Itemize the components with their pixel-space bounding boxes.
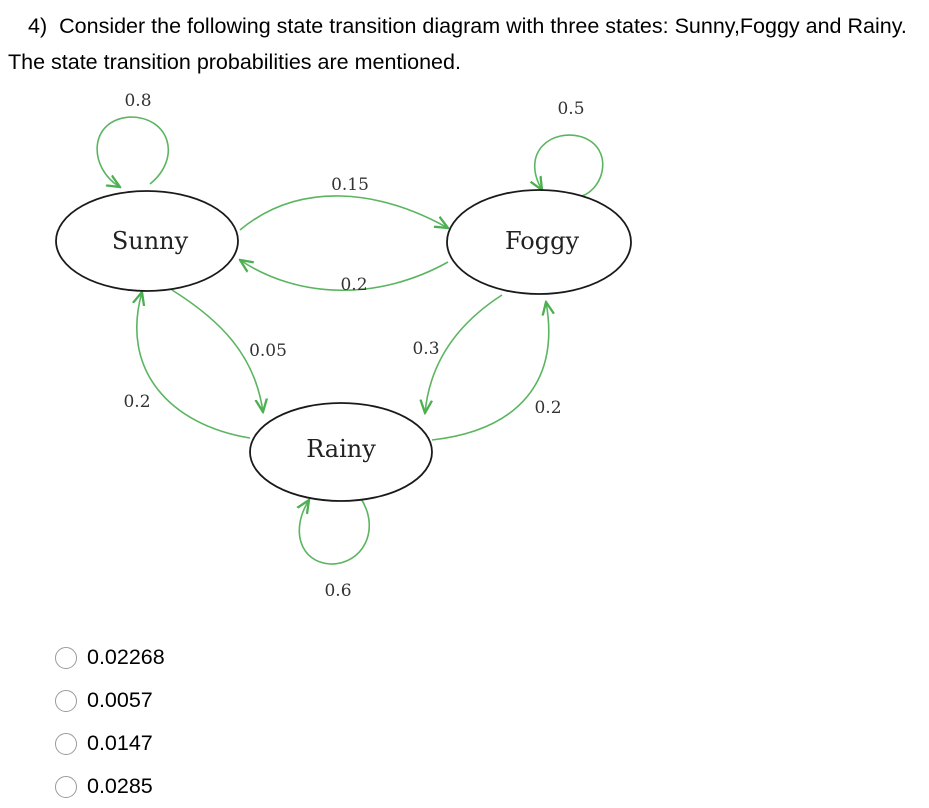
radio-button[interactable] (55, 646, 77, 669)
edge-sunny-sunny (96, 116, 170, 187)
edge-rainy-foggy (431, 302, 549, 441)
state-sunny-node (55, 190, 239, 292)
state-transition-diagram: Sunny Foggy Rainy 0.8 0.5 0.15 0.2 0.05 … (55, 91, 632, 601)
state-foggy-node (446, 189, 632, 295)
prob-rainy-rainy: 0.6 (324, 581, 351, 601)
question-number: 4) (28, 14, 48, 38)
edge-rainy-sunny (137, 292, 251, 439)
prob-sunny-foggy: 0.15 (331, 175, 369, 195)
edge-sunny-foggy (239, 195, 448, 231)
option-3[interactable]: 0.0147 (55, 722, 165, 765)
state-rainy-node (249, 402, 433, 502)
edge-sunny-rainy (171, 289, 263, 412)
option-label: 0.0285 (87, 774, 153, 798)
answer-options: 0.02268 0.0057 0.0147 0.0285 (55, 636, 165, 808)
question-body: Consider the following state transition … (8, 14, 907, 74)
prob-sunny-sunny: 0.8 (124, 91, 151, 111)
state-sunny-label: Sunny (112, 227, 189, 255)
state-foggy-label: Foggy (505, 227, 580, 255)
option-label: 0.02268 (87, 645, 165, 669)
prob-foggy-sunny: 0.2 (340, 275, 367, 295)
edge-foggy-foggy (535, 134, 604, 197)
prob-sunny-rainy: 0.05 (249, 341, 287, 361)
radio-button[interactable] (55, 775, 77, 798)
prob-foggy-rainy: 0.3 (412, 339, 439, 359)
edge-foggy-sunny (240, 260, 449, 292)
prob-rainy-sunny: 0.2 (123, 392, 150, 412)
option-4[interactable]: 0.0285 (55, 765, 165, 808)
option-2[interactable]: 0.0057 (55, 679, 165, 722)
prob-rainy-foggy: 0.2 (534, 398, 561, 418)
state-rainy-label: Rainy (306, 435, 376, 463)
option-label: 0.0147 (87, 731, 153, 755)
edge-rainy-rainy (299, 496, 371, 565)
radio-button[interactable] (55, 732, 77, 755)
question-text: 4) Consider the following state transitio… (8, 8, 926, 80)
option-1[interactable]: 0.02268 (55, 636, 165, 679)
prob-foggy-foggy: 0.5 (557, 99, 584, 119)
radio-button[interactable] (55, 689, 77, 712)
edge-foggy-rainy (425, 294, 503, 413)
option-label: 0.0057 (87, 688, 153, 712)
